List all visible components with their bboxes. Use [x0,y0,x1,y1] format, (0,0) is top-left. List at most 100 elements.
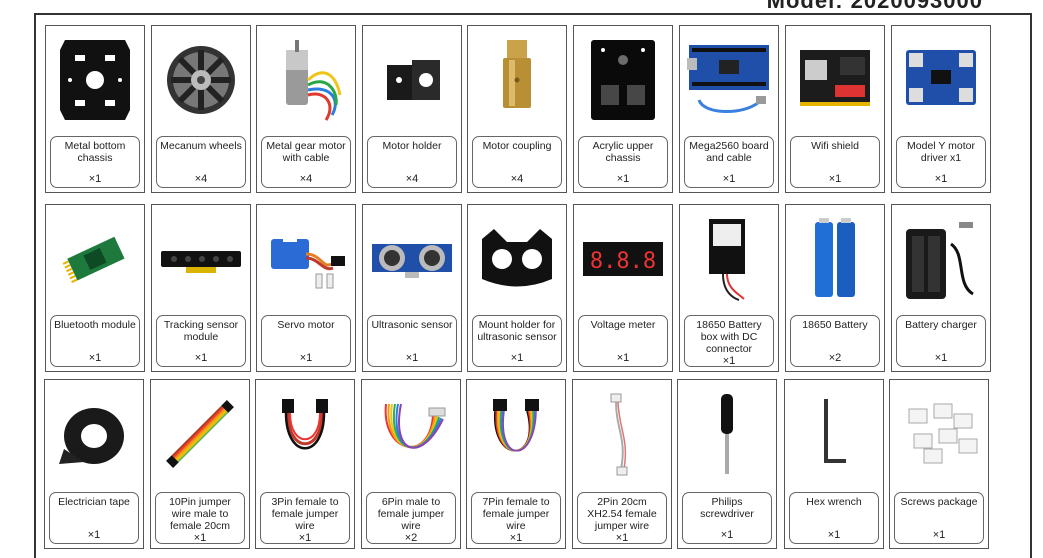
part-quantity: ×1 [616,352,630,364]
part-card: Electrician tape ×1 [44,379,144,549]
part-card: Servo motor ×1 [256,204,356,372]
part-name: 18650 Battery box with DC connector [696,319,762,355]
part-card: Bluetooth module ×1 [45,204,145,372]
part-label-box: Screws package ×1 [894,492,984,544]
part-label-box: Voltage meter ×1 [578,315,668,367]
2pin-wire-icon [573,384,671,484]
part-quantity: ×4 [194,173,208,185]
part-card: 10Pin jumper wire male to female 20cm ×1 [150,379,250,549]
part-name: Bluetooth module [54,319,136,331]
part-card: 2Pin 20cm XH2.54 female jumper wire ×1 [572,379,672,549]
part-name: Philips screwdriver [700,496,754,520]
ultrasonic-sensor-icon [363,209,461,309]
part-quantity: ×1 [934,173,948,185]
motor-holder-icon [363,30,461,130]
part-name: 2Pin 20cm XH2.54 female jumper wire [587,496,657,532]
part-label-box: 18650 Battery ×2 [790,315,880,367]
part-card: 18650 Battery box with DC connector ×1 [679,204,779,372]
part-card: 6Pin male to female jumper wire ×2 [361,379,461,549]
model-number: Model: 2020093000 [766,0,983,13]
part-card: Mecanum wheels ×4 [151,25,251,193]
part-label-box: Model Y motor driver x1 ×1 [896,136,986,188]
part-card: Motor coupling ×4 [467,25,567,193]
part-label-box: Metal bottom chassis ×1 [50,136,140,188]
part-name: Acrylic upper chassis [592,140,654,164]
part-name: Voltage meter [590,319,656,331]
part-card: Tracking sensor module ×1 [151,204,251,372]
part-card: Motor holder ×4 [362,25,462,193]
part-quantity: ×4 [405,173,419,185]
part-label-box: Hex wrench ×1 [789,492,879,544]
part-label-box: Battery charger ×1 [896,315,986,367]
part-card: Mount holder for ultrasonic sensor ×1 [467,204,567,372]
part-card: Mega2560 board and cable ×1 [679,25,779,193]
mecanum-wheel-icon [152,30,250,130]
part-name: Mega2560 board and cable [689,140,769,164]
part-label-box: Mount holder for ultrasonic sensor ×1 [472,315,562,367]
part-name: Mecanum wheels [160,140,242,152]
part-quantity: ×1 [405,352,419,364]
part-name: Tracking sensor module [163,319,239,343]
part-label-box: 18650 Battery box with DC connector ×1 [684,315,774,367]
part-label-box: Servo motor ×1 [261,315,351,367]
3pin-wire-icon [256,384,354,484]
part-label-box: 6Pin male to female jumper wire ×2 [366,492,456,544]
screws-package-icon [890,384,988,484]
part-name: Servo motor [277,319,335,331]
part-card: Ultrasonic sensor ×1 [362,204,462,372]
part-quantity: ×1 [616,173,630,185]
part-label-box: Tracking sensor module ×1 [156,315,246,367]
part-label-box: 7Pin female to female jumper wire ×1 [471,492,561,544]
screwdriver-icon [678,384,776,484]
part-name: Battery charger [905,319,977,331]
motor-coupling-icon [468,30,566,130]
hex-wrench-icon [785,384,883,484]
part-label-box: Motor coupling ×4 [472,136,562,188]
svg-text:8.8.8: 8.8.8 [590,249,656,274]
part-quantity: ×1 [615,532,629,544]
part-label-box: Bluetooth module ×1 [50,315,140,367]
part-name: Motor holder [382,140,442,152]
part-quantity: ×1 [193,532,207,544]
part-card: 3Pin female to female jumper wire ×1 [255,379,355,549]
part-quantity: ×1 [88,352,102,364]
part-card: 7Pin female to female jumper wire ×1 [466,379,566,549]
part-label-box: 10Pin jumper wire male to female 20cm ×1 [155,492,245,544]
part-quantity: ×1 [299,352,313,364]
part-card: 8.8.8 Voltage meter ×1 [573,204,673,372]
tracking-sensor-icon [152,209,250,309]
part-quantity: ×1 [194,352,208,364]
part-card: Model Y motor driver x1 ×1 [891,25,991,193]
part-quantity: ×1 [720,529,734,541]
part-card: Metal gear motor with cable ×4 [256,25,356,193]
chassis-plate-icon [46,30,144,130]
part-label-box: Wifi shield ×1 [790,136,880,188]
part-label-box: Electrician tape ×1 [49,492,139,544]
part-quantity: ×2 [404,532,418,544]
part-name: Hex wrench [806,496,862,508]
part-quantity: ×1 [722,355,736,367]
servo-motor-icon [257,209,355,309]
part-name: Ultrasonic sensor [371,319,453,331]
part-card: Acrylic upper chassis ×1 [573,25,673,193]
part-name: Metal bottom chassis [64,140,126,164]
part-label-box: Acrylic upper chassis ×1 [578,136,668,188]
part-label-box: Mega2560 board and cable ×1 [684,136,774,188]
part-quantity: ×1 [934,352,948,364]
bluetooth-module-icon [46,209,144,309]
ribbon-cable-icon [151,384,249,484]
wifi-shield-icon [786,30,884,130]
part-quantity: ×1 [88,173,102,185]
motor-driver-icon [892,30,990,130]
part-quantity: ×4 [510,173,524,185]
part-quantity: ×1 [298,532,312,544]
mount-holder-icon [468,209,566,309]
part-name: Screws package [900,496,978,508]
part-label-box: Ultrasonic sensor ×1 [367,315,457,367]
part-quantity: ×4 [299,173,313,185]
part-quantity: ×1 [828,173,842,185]
tape-icon [45,384,143,484]
part-name: 10Pin jumper wire male to female 20cm [169,496,231,532]
part-quantity: ×1 [87,529,101,541]
part-card: Battery charger ×1 [891,204,991,372]
